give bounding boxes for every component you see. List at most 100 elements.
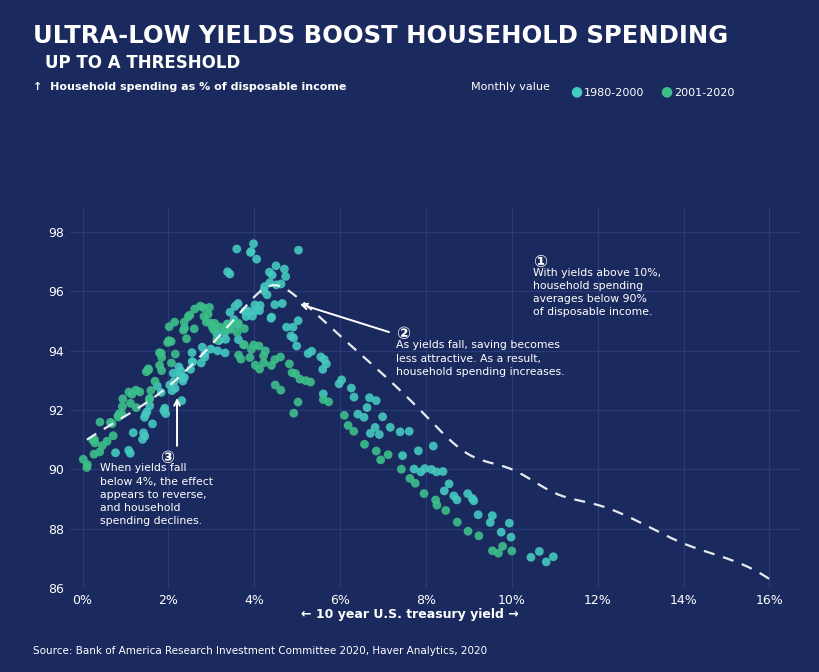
Point bbox=[256, 350, 269, 361]
Point bbox=[202, 302, 215, 312]
Point bbox=[161, 337, 174, 348]
Point bbox=[342, 420, 355, 431]
Point bbox=[314, 351, 327, 362]
Point bbox=[407, 464, 420, 474]
Point bbox=[129, 385, 143, 396]
Text: ②: ② bbox=[396, 325, 410, 343]
Point bbox=[115, 409, 129, 419]
Point bbox=[243, 352, 256, 363]
Point bbox=[402, 426, 415, 437]
Point bbox=[292, 245, 305, 255]
Point bbox=[151, 380, 164, 391]
Point bbox=[502, 518, 515, 529]
Point bbox=[252, 341, 265, 351]
Text: As yields fall, saving becomes
less attractive. As a result,
household spending : As yields fall, saving becomes less attr… bbox=[396, 340, 563, 377]
Point bbox=[460, 489, 473, 499]
Point bbox=[198, 348, 211, 359]
Point bbox=[211, 335, 224, 346]
Point bbox=[274, 351, 287, 362]
Point bbox=[143, 394, 156, 405]
Point bbox=[218, 327, 231, 338]
Point bbox=[113, 409, 126, 419]
Point bbox=[219, 334, 232, 345]
Text: 1980-2000: 1980-2000 bbox=[583, 88, 644, 98]
Point bbox=[429, 466, 442, 477]
Point bbox=[197, 311, 210, 322]
Point bbox=[424, 464, 437, 475]
Point bbox=[539, 556, 552, 567]
Point bbox=[183, 364, 197, 375]
Point bbox=[221, 266, 234, 277]
Point bbox=[182, 311, 195, 322]
Point bbox=[165, 385, 179, 396]
Point bbox=[158, 403, 171, 413]
Text: ①: ① bbox=[532, 253, 547, 271]
Point bbox=[472, 530, 485, 541]
Point bbox=[77, 454, 90, 464]
Point bbox=[133, 386, 147, 397]
Point bbox=[285, 368, 298, 378]
Point bbox=[208, 318, 221, 329]
Point bbox=[369, 446, 382, 456]
Point bbox=[360, 403, 373, 413]
Point bbox=[275, 298, 288, 309]
Point bbox=[106, 418, 119, 429]
Point bbox=[337, 410, 351, 421]
Point bbox=[471, 509, 484, 520]
Point bbox=[247, 339, 260, 350]
Point bbox=[304, 377, 317, 388]
Point bbox=[505, 546, 518, 556]
Point bbox=[188, 304, 201, 314]
Point bbox=[250, 254, 263, 265]
Point bbox=[122, 445, 135, 456]
Point bbox=[274, 279, 287, 290]
Point bbox=[495, 541, 509, 552]
Point bbox=[178, 372, 191, 383]
Point bbox=[418, 463, 431, 474]
Point bbox=[162, 321, 175, 332]
Point bbox=[238, 306, 251, 317]
Point bbox=[286, 322, 299, 333]
Point bbox=[417, 488, 430, 499]
Point bbox=[142, 364, 155, 374]
Point bbox=[174, 371, 187, 382]
Point bbox=[172, 362, 185, 372]
Point bbox=[246, 310, 259, 321]
Point bbox=[333, 378, 346, 389]
Point bbox=[357, 412, 370, 423]
Point bbox=[101, 436, 114, 447]
Point bbox=[243, 247, 256, 258]
Point bbox=[232, 334, 245, 345]
Point bbox=[159, 409, 172, 419]
Point bbox=[363, 392, 376, 403]
Point bbox=[335, 374, 348, 385]
Point bbox=[248, 300, 261, 310]
Point bbox=[165, 336, 178, 347]
Point bbox=[165, 358, 178, 368]
Point bbox=[264, 313, 277, 324]
Point bbox=[347, 392, 360, 403]
Point bbox=[196, 342, 209, 353]
Point bbox=[316, 364, 329, 375]
Point bbox=[291, 396, 304, 407]
Point bbox=[316, 394, 329, 405]
Text: Source: Bank of America Research Investment Committee 2020, Haver Analytics, 202: Source: Bank of America Research Investm… bbox=[33, 646, 486, 657]
Point bbox=[185, 347, 198, 358]
Point bbox=[287, 408, 300, 419]
Point bbox=[344, 383, 357, 394]
Point bbox=[210, 334, 224, 345]
Point bbox=[166, 368, 179, 378]
Point bbox=[138, 412, 151, 423]
Point bbox=[224, 324, 237, 335]
Point bbox=[200, 317, 213, 327]
Point bbox=[152, 347, 165, 358]
Point bbox=[186, 357, 199, 368]
Point bbox=[467, 495, 480, 506]
Point bbox=[93, 417, 106, 427]
Point bbox=[447, 491, 460, 501]
Point bbox=[223, 269, 236, 280]
Point bbox=[436, 466, 449, 477]
Point bbox=[248, 360, 261, 370]
Point bbox=[155, 348, 168, 359]
Point bbox=[231, 319, 244, 330]
